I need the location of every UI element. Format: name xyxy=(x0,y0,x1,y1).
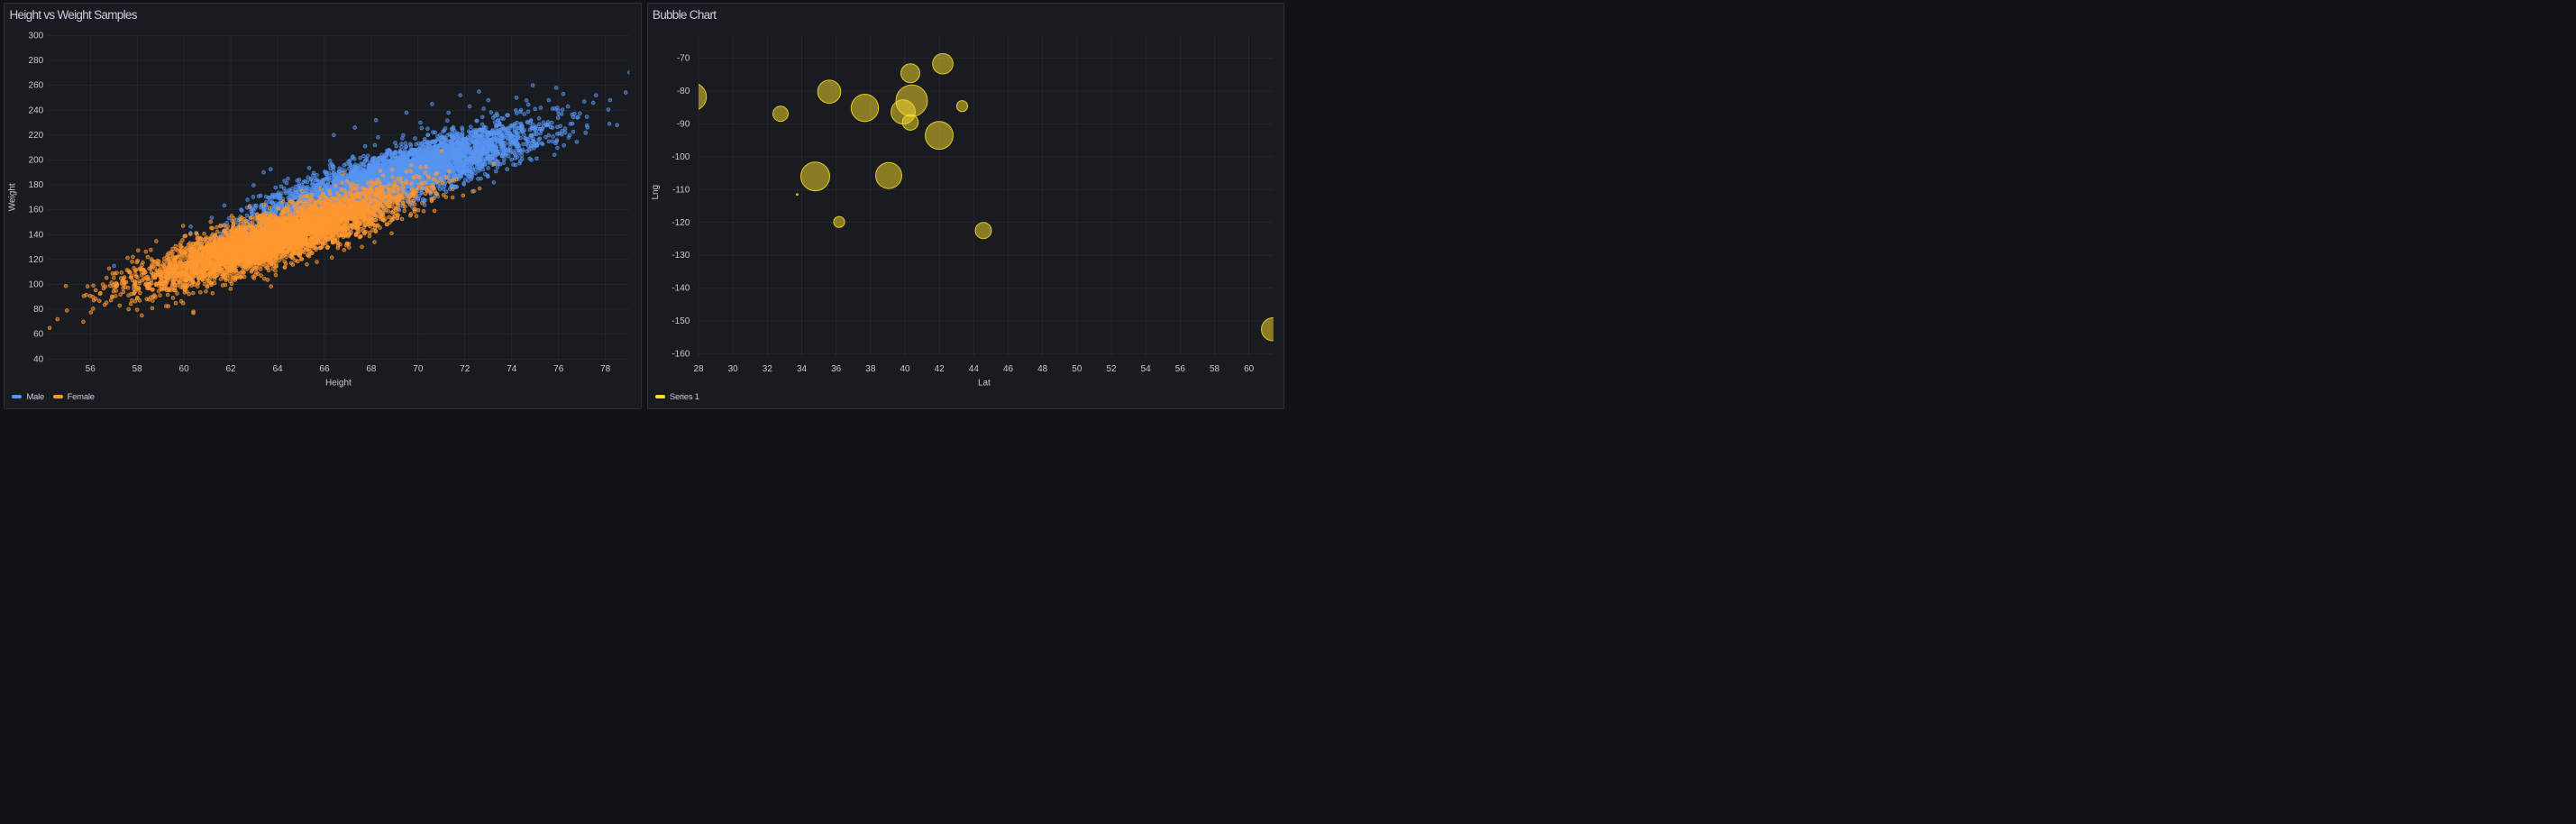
svg-text:46: 46 xyxy=(1002,364,1013,374)
svg-text:Lat: Lat xyxy=(977,379,990,389)
svg-text:-90: -90 xyxy=(676,120,690,130)
svg-text:32: 32 xyxy=(762,364,772,374)
svg-text:42: 42 xyxy=(934,364,945,374)
svg-text:-120: -120 xyxy=(671,218,690,228)
svg-text:28: 28 xyxy=(693,364,704,374)
svg-text:-100: -100 xyxy=(671,152,690,162)
svg-text:56: 56 xyxy=(1174,364,1185,374)
svg-text:34: 34 xyxy=(796,364,807,374)
svg-text:52: 52 xyxy=(1106,364,1117,374)
svg-text:50: 50 xyxy=(1072,364,1082,374)
svg-text:60: 60 xyxy=(1244,364,1255,374)
svg-text:-70: -70 xyxy=(676,54,690,64)
svg-text:30: 30 xyxy=(727,364,738,374)
svg-text:-80: -80 xyxy=(676,87,690,96)
svg-text:38: 38 xyxy=(865,364,876,374)
svg-text:-130: -130 xyxy=(671,251,690,261)
svg-text:-110: -110 xyxy=(672,186,690,196)
svg-text:Lng: Lng xyxy=(651,185,661,200)
svg-text:-140: -140 xyxy=(671,284,690,294)
svg-text:40: 40 xyxy=(900,364,910,374)
svg-text:48: 48 xyxy=(1037,364,1048,374)
svg-text:-150: -150 xyxy=(671,316,690,326)
svg-text:-160: -160 xyxy=(671,350,690,360)
svg-text:54: 54 xyxy=(1140,364,1151,374)
svg-text:36: 36 xyxy=(831,364,842,374)
svg-text:44: 44 xyxy=(968,364,979,374)
svg-text:58: 58 xyxy=(1209,364,1219,374)
